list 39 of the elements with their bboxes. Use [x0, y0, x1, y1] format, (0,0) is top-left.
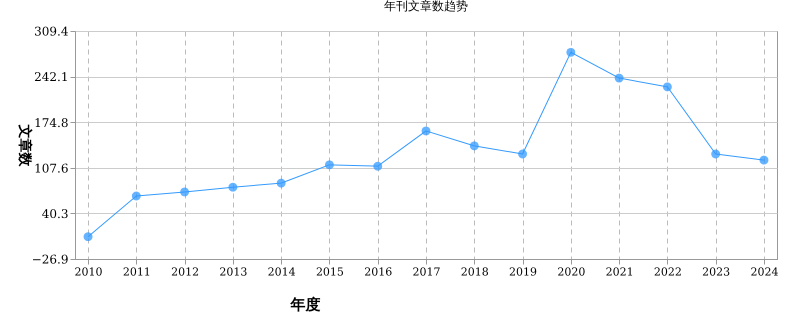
x-tick-label: 2016: [364, 266, 392, 278]
x-tick-label: 2022: [654, 266, 682, 278]
x-tick-label: 2020: [557, 266, 586, 278]
x-tick-label: 2015: [316, 266, 344, 278]
x-tick-label: 2011: [122, 266, 151, 278]
point: [228, 182, 238, 192]
point: [180, 187, 190, 196]
point: [132, 192, 141, 200]
y-tick-label: 242.1: [34, 70, 68, 84]
x-tick-label: 2019: [509, 266, 538, 278]
x-tick-label: 2023: [702, 266, 730, 278]
point: [276, 178, 286, 188]
point: [470, 141, 479, 150]
x-tick-label: 2012: [171, 266, 200, 278]
x-axis-title: 年度: [290, 296, 320, 314]
point: [566, 48, 576, 57]
y-tick-label: 40.3: [42, 206, 68, 221]
y-tick-label: −26.9: [32, 252, 68, 266]
x-tick-label: 2017: [412, 266, 440, 278]
x-tick-label: 2010: [74, 266, 103, 278]
x-tick-label: 2018: [460, 266, 489, 278]
point: [711, 150, 720, 158]
point: [662, 82, 672, 92]
x-tick-label: 2014: [268, 266, 296, 278]
point: [614, 74, 624, 83]
x-tick-label: 2024: [750, 266, 778, 278]
point: [84, 232, 93, 242]
point: [518, 150, 528, 158]
y-tick-label: 174.8: [34, 116, 68, 130]
x-tick-label: 2013: [219, 266, 248, 278]
point: [373, 162, 382, 171]
chart-title: 年刊文章数趋势: [384, 0, 468, 13]
x-tick-label: 2021: [606, 266, 634, 278]
y-axis-title: 文章数: [16, 124, 34, 168]
point: [324, 160, 334, 170]
y-tick-label: 107.6: [34, 161, 68, 176]
y-tick-label: 309.4: [34, 24, 69, 38]
point: [422, 126, 430, 136]
point: [759, 156, 768, 165]
